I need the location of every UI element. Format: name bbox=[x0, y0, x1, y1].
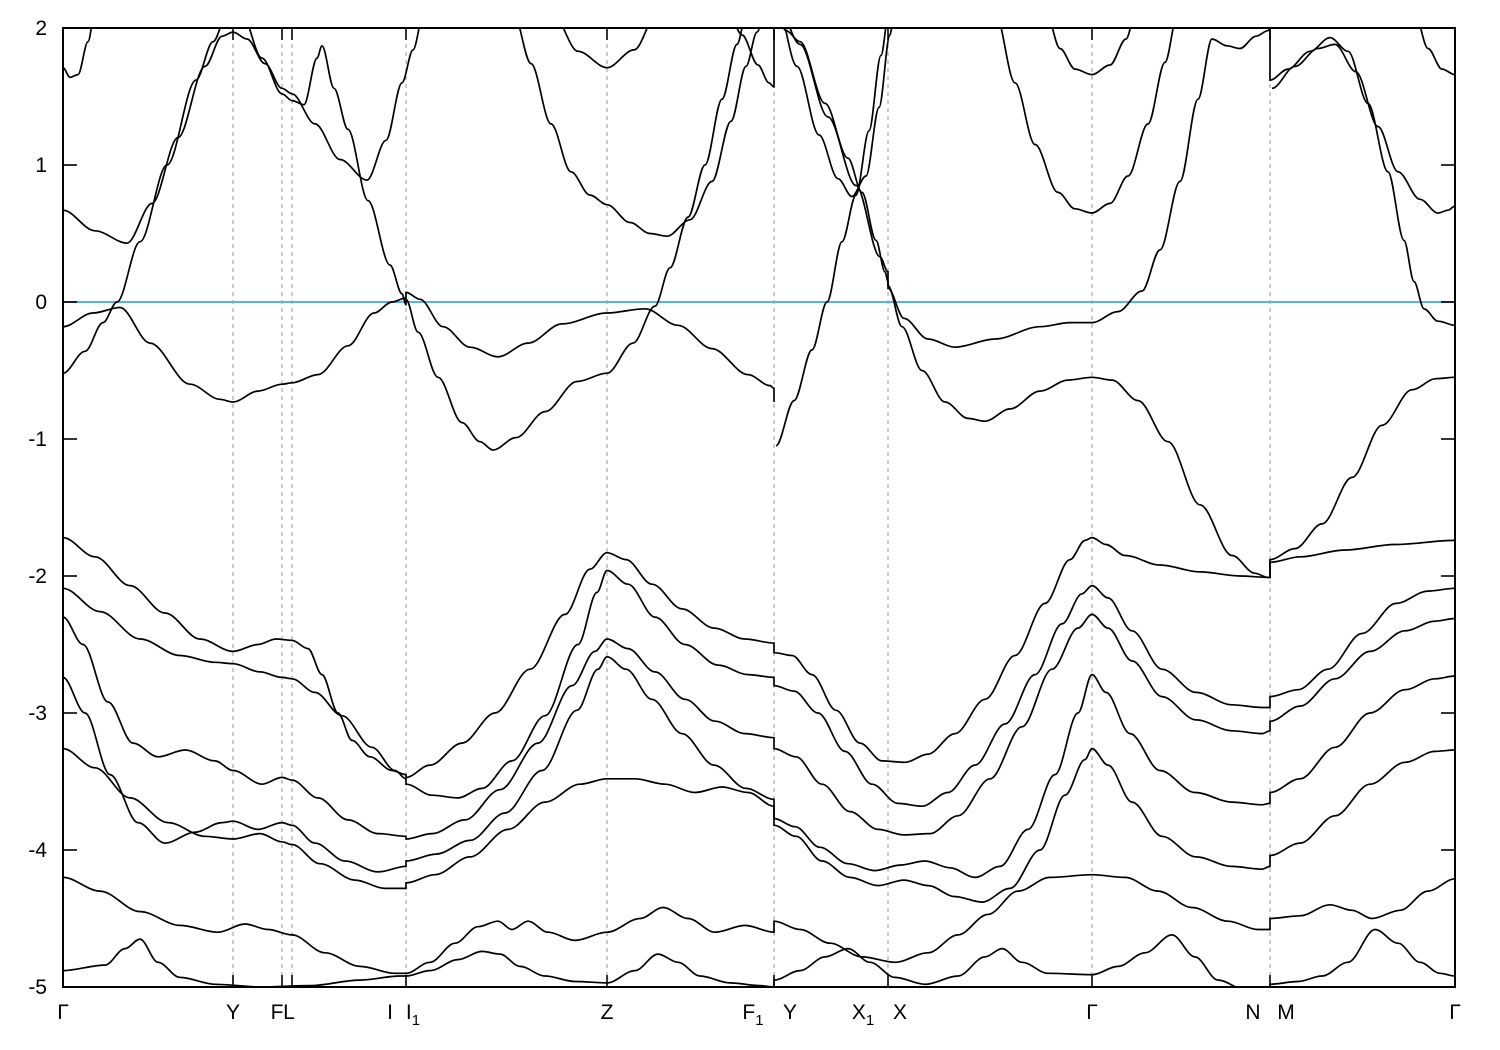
x-axis-label: Γ bbox=[1449, 1001, 1461, 1024]
x-axis-label: I bbox=[387, 1001, 393, 1024]
x-axis-label: Y bbox=[783, 1001, 797, 1024]
band-line-band-19 bbox=[63, 655, 1455, 879]
x-axis-label: F1 bbox=[742, 1001, 763, 1029]
band-line-band-20 bbox=[63, 747, 1455, 903]
band-line-band-14 bbox=[1419, 28, 1455, 76]
band-line-band-04 bbox=[248, 28, 743, 451]
band-line-band-16 bbox=[63, 536, 1455, 779]
band-line-band-10 bbox=[775, 28, 887, 447]
x-axis-label: L bbox=[283, 1001, 295, 1024]
y-axis-tick-label: 0 bbox=[35, 291, 47, 314]
band-line-band-02 bbox=[63, 28, 420, 244]
band-line-band-12 bbox=[1051, 28, 1132, 76]
band-line-band-09 bbox=[789, 28, 1455, 579]
band-line-band-17 bbox=[63, 569, 1455, 808]
x-axis-label: X1 bbox=[852, 1001, 874, 1029]
x-axis-label: Z bbox=[601, 1001, 614, 1024]
band-line-band-15 bbox=[1271, 43, 1455, 214]
x-axis-label: N bbox=[1245, 1001, 1260, 1024]
y-axis-tick-label: -3 bbox=[28, 702, 47, 725]
plot-border bbox=[62, 27, 1456, 988]
x-axis-label: I1 bbox=[406, 1001, 420, 1029]
band-line-band-21 bbox=[63, 873, 1455, 975]
band-line-band-05 bbox=[63, 291, 775, 403]
band-line-band-07 bbox=[518, 28, 761, 238]
band-lines bbox=[63, 28, 1455, 987]
x-axis-label: Γ bbox=[57, 1001, 69, 1024]
y-axis-tick-label: 2 bbox=[35, 17, 47, 40]
band-line-band-03 bbox=[63, 28, 221, 375]
band-line-band-22 bbox=[63, 928, 1455, 987]
x-axis-label: Y bbox=[226, 1001, 240, 1024]
band-line-band-11 bbox=[784, 28, 893, 198]
band-line-band-18 bbox=[63, 613, 1455, 840]
band-line-band-01 bbox=[63, 28, 93, 79]
band-line-band-13 bbox=[1000, 28, 1174, 214]
x-axis-label: F bbox=[271, 1001, 284, 1024]
y-axis-tick-label: -5 bbox=[28, 976, 47, 999]
y-axis-tick-label: -4 bbox=[28, 839, 47, 862]
x-axis-label: M bbox=[1277, 1001, 1295, 1024]
x-axis-label: Γ bbox=[1086, 1001, 1098, 1024]
x-axis-label: X bbox=[893, 1001, 907, 1024]
band-line-band-06 bbox=[562, 28, 649, 69]
y-axis-tick-label: -2 bbox=[28, 565, 47, 588]
y-axis-tick-label: 1 bbox=[35, 154, 47, 177]
y-axis-tick-label: -1 bbox=[28, 428, 47, 451]
